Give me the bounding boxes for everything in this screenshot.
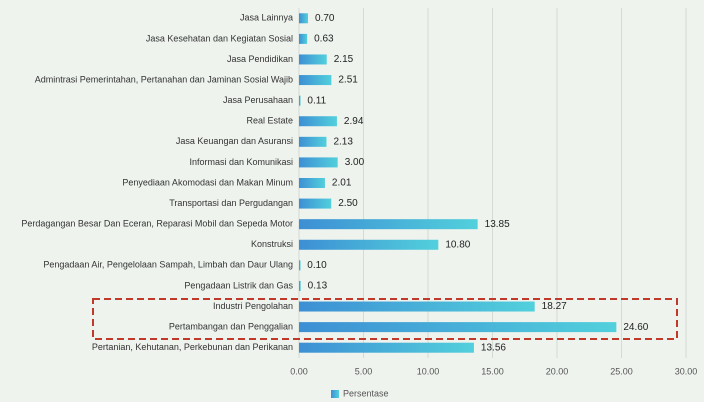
y-tick-label: Jasa Perusahaan <box>223 95 293 105</box>
value-label: 2.13 <box>333 136 353 147</box>
y-tick-label: Pengadaan Air, Pengelolaan Sampah, Limba… <box>43 260 293 270</box>
value-label: 2.15 <box>334 54 354 65</box>
value-label: 13.85 <box>485 219 510 230</box>
x-tick-label: 10.00 <box>417 366 440 376</box>
bar <box>299 198 332 209</box>
value-label: 0.10 <box>307 260 327 271</box>
bar <box>299 116 337 127</box>
value-label: 3.00 <box>345 157 365 168</box>
bar <box>299 136 327 147</box>
x-tick-label: 25.00 <box>610 366 633 376</box>
bar <box>299 219 478 230</box>
x-tick-label: 15.00 <box>481 366 504 376</box>
bar <box>299 301 535 312</box>
y-tick-label: Pertambangan dan Penggalian <box>169 321 293 331</box>
bar <box>299 95 301 106</box>
x-tick-label: 20.00 <box>546 366 569 376</box>
x-tick-label: 30.00 <box>675 366 698 376</box>
value-label: 24.60 <box>623 322 648 333</box>
legend-label: Persentase <box>343 388 389 398</box>
y-tick-label: Pertanian, Kehutanan, Perkebunan dan Per… <box>92 342 293 352</box>
y-tick-label: Transportasi dan Pergudangan <box>169 198 293 208</box>
y-tick-label: Jasa Lainnya <box>240 13 293 23</box>
bar <box>299 342 474 353</box>
y-tick-label: Informasi dan Komunikasi <box>189 157 293 167</box>
bar <box>299 13 309 24</box>
x-tick-label: 0.00 <box>290 366 308 376</box>
bar <box>299 75 332 86</box>
value-label: 0.11 <box>307 95 326 106</box>
y-tick-label: Admintrasi Pemerintahan, Pertanahan dan … <box>35 74 293 84</box>
y-tick-label: Industri Pengolahan <box>213 301 293 311</box>
value-label: 0.13 <box>308 281 328 292</box>
y-tick-label: Konstruksi <box>251 239 293 249</box>
value-label: 0.63 <box>314 34 334 45</box>
legend-swatch <box>331 390 339 398</box>
y-tick-label: Real Estate <box>246 116 293 126</box>
y-tick-label: Penyediaan Akomodasi dan Makan Minum <box>122 177 293 187</box>
y-tick-label: Jasa Kesehatan dan Kegiatan Sosial <box>146 33 293 43</box>
value-label: 2.94 <box>344 116 364 127</box>
bar <box>299 157 338 168</box>
highlight-box <box>92 298 678 340</box>
value-label: 13.56 <box>481 342 506 353</box>
y-tick-label: Pengadaan Listrik dan Gas <box>184 280 293 290</box>
x-tick-label: 5.00 <box>355 366 373 376</box>
bar <box>299 322 617 333</box>
y-tick-label: Jasa Keuangan dan Asuransi <box>176 136 293 146</box>
bar <box>299 280 301 291</box>
value-label: 2.51 <box>338 75 358 86</box>
value-label: 0.70 <box>315 13 335 24</box>
bar <box>299 260 301 271</box>
y-tick-label: Perdagangan Besar Dan Eceran, Reparasi M… <box>21 219 293 229</box>
value-label: 2.50 <box>338 198 358 209</box>
value-label: 2.01 <box>332 178 352 189</box>
y-tick-label: Jasa Pendidikan <box>227 54 293 64</box>
bar <box>299 178 325 188</box>
bar <box>299 33 308 44</box>
bar <box>299 239 439 250</box>
bar <box>299 54 327 65</box>
value-label: 18.27 <box>542 301 567 312</box>
value-label: 10.80 <box>445 239 470 250</box>
